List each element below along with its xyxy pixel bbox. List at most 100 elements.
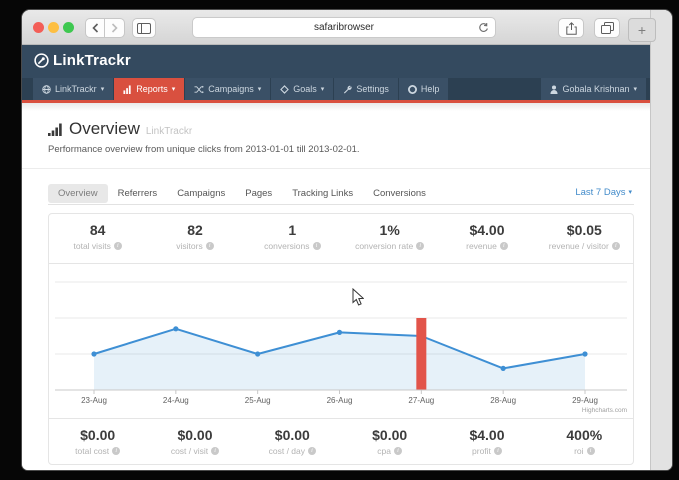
svg-text:25-Aug: 25-Aug: [245, 396, 271, 405]
chevron-down-icon: ▾: [258, 86, 262, 93]
date-range-dropdown[interactable]: Last 7 Days ▾: [575, 187, 632, 198]
info-icon[interactable]: i: [394, 447, 402, 455]
info-icon[interactable]: i: [308, 447, 316, 455]
mouse-cursor: [352, 288, 364, 306]
close-window-button[interactable]: [33, 22, 44, 33]
brand-text: LinkTrackr: [53, 52, 131, 69]
svg-text:29-Aug: 29-Aug: [572, 396, 598, 405]
sidebar-icon: [137, 23, 151, 34]
nav-item-campaigns[interactable]: Campaigns▾: [185, 78, 270, 100]
tab-pages[interactable]: Pages: [235, 184, 282, 203]
reload-button[interactable]: [478, 22, 489, 37]
stat-revenue-visitor: $0.05 revenue / visitori: [536, 214, 633, 263]
linktrackr-logo[interactable]: LinkTrackr: [34, 52, 131, 69]
share-icon: [566, 22, 577, 35]
section-divider: [22, 168, 650, 169]
url-text: safaribrowser: [314, 22, 374, 33]
wrench-icon: [343, 85, 352, 94]
chevron-down-icon: ▾: [101, 86, 105, 93]
chevron-down-icon: ▾: [172, 86, 176, 93]
nav-item-help[interactable]: Help: [399, 78, 449, 100]
stat-cpa: $0.00 cpai: [341, 419, 438, 465]
stat-roi: 400% roii: [536, 419, 633, 465]
info-icon[interactable]: i: [494, 447, 502, 455]
svg-text:27-Aug: 27-Aug: [408, 396, 434, 405]
help-ring-icon: [408, 85, 417, 94]
chevron-down-icon: ▾: [633, 86, 637, 93]
plus-icon: +: [638, 22, 646, 38]
overview-chart-icon: [48, 123, 63, 136]
svg-text:28-Aug: 28-Aug: [490, 396, 516, 405]
info-icon[interactable]: i: [114, 242, 122, 250]
svg-text:24-Aug: 24-Aug: [163, 396, 189, 405]
tabs-icon: [601, 22, 614, 34]
info-icon[interactable]: i: [587, 447, 595, 455]
linktrackr-header: LinkTrackr: [22, 45, 650, 78]
svg-text:23-Aug: 23-Aug: [81, 396, 107, 405]
forward-button[interactable]: [105, 18, 125, 38]
stat-cost-visit: $0.00 cost / visiti: [146, 419, 243, 465]
stat-total-visits: 84 total visitsi: [49, 214, 146, 263]
user-icon: [550, 85, 558, 94]
back-chevron-icon: [92, 23, 99, 33]
main-navigation: LinkTrackr▾ Reports▾ Campaigns▾ Goals▾ S…: [22, 78, 650, 100]
stat-profit: $4.00 profiti: [438, 419, 535, 465]
stat-revenue: $4.00 revenuei: [438, 214, 535, 263]
page-subtitle: Performance overview from unique clicks …: [48, 144, 360, 155]
desktop-background: safaribrowser + LinkTrackr: [0, 0, 679, 480]
chevron-down-icon: ▾: [321, 86, 325, 93]
zoom-window-button[interactable]: [63, 22, 74, 33]
chevron-down-icon: ▾: [628, 189, 632, 196]
reload-icon: [478, 22, 489, 34]
info-icon[interactable]: i: [206, 242, 214, 250]
svg-text:Highcharts.com: Highcharts.com: [582, 407, 627, 414]
tab-tracking-links[interactable]: Tracking Links: [282, 184, 363, 203]
tab-overview-button[interactable]: [594, 18, 620, 38]
share-button[interactable]: [558, 18, 584, 38]
info-icon[interactable]: i: [500, 242, 508, 250]
stat-total-cost: $0.00 total costi: [49, 419, 146, 465]
linktrackr-logo-icon: [34, 53, 49, 68]
forward-chevron-icon: [111, 23, 118, 33]
stat-cost-day: $0.00 cost / dayi: [244, 419, 341, 465]
stats-panel: 84 total visitsi 82 visitorsi 1 conversi…: [48, 213, 634, 465]
info-icon[interactable]: i: [211, 447, 219, 455]
stat-conversions: 1 conversionsi: [244, 214, 341, 263]
info-icon[interactable]: i: [112, 447, 120, 455]
nav-item-linktrackr[interactable]: LinkTrackr▾: [33, 78, 113, 100]
globe-icon: [42, 85, 51, 94]
page-title-suffix: LinkTrackr: [146, 126, 192, 137]
tab-referrers[interactable]: Referrers: [108, 184, 168, 203]
page-heading: Overview LinkTrackr: [48, 119, 192, 139]
tab-overview[interactable]: Overview: [48, 184, 108, 203]
stats-row-top: 84 total visitsi 82 visitorsi 1 conversi…: [49, 214, 633, 263]
tab-campaigns[interactable]: Campaigns: [167, 184, 235, 203]
new-tab-button[interactable]: +: [628, 18, 656, 42]
goal-diamond-icon: [280, 85, 289, 94]
highcharts-area-chart: 23-Aug24-Aug25-Aug26-Aug27-Aug28-Aug29-A…: [49, 264, 633, 420]
bar-chart-icon: [123, 85, 132, 94]
minimize-window-button[interactable]: [48, 22, 59, 33]
nav-item-goals[interactable]: Goals▾: [271, 78, 333, 100]
user-menu[interactable]: Gobala Krishnan ▾: [541, 78, 646, 100]
nav-item-settings[interactable]: Settings: [334, 78, 398, 100]
shuffle-icon: [194, 85, 204, 94]
window-right-strip: [650, 10, 672, 470]
address-bar[interactable]: safaribrowser: [192, 17, 496, 38]
back-button[interactable]: [85, 18, 105, 38]
history-nav-buttons: [85, 18, 125, 38]
tab-conversions[interactable]: Conversions: [363, 184, 436, 203]
user-name: Gobala Krishnan: [562, 84, 629, 94]
info-icon[interactable]: i: [416, 242, 424, 250]
stat-visitors: 82 visitorsi: [146, 214, 243, 263]
stat-conversion-rate: 1% conversion ratei: [341, 214, 438, 263]
browser-toolbar: safaribrowser: [22, 10, 650, 45]
safari-window: safaribrowser + LinkTrackr: [22, 10, 672, 470]
stats-row-bottom: $0.00 total costi $0.00 cost / visiti $0…: [49, 419, 633, 465]
info-icon[interactable]: i: [612, 242, 620, 250]
nav-item-reports[interactable]: Reports▾: [114, 78, 184, 100]
info-icon[interactable]: i: [313, 242, 321, 250]
sidebar-toggle-button[interactable]: [132, 18, 156, 38]
visits-chart[interactable]: 23-Aug24-Aug25-Aug26-Aug27-Aug28-Aug29-A…: [49, 263, 633, 419]
dashboard-page: Overview LinkTrackr Performance overview…: [22, 103, 650, 470]
